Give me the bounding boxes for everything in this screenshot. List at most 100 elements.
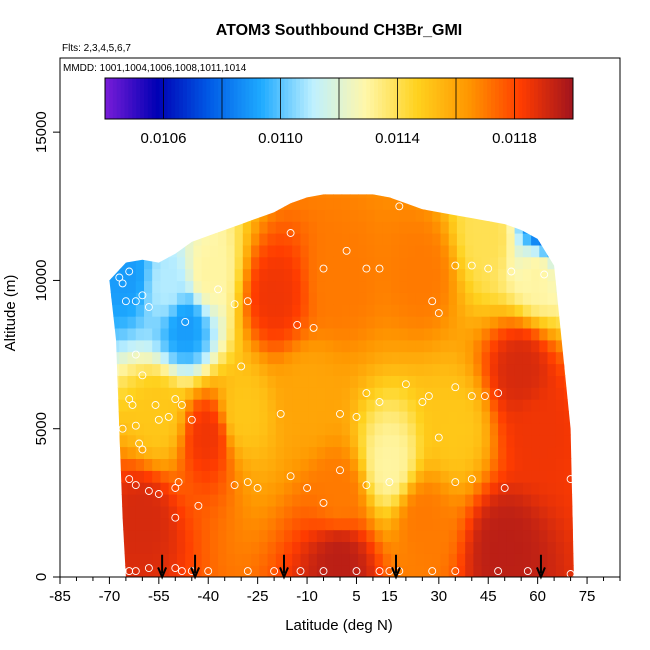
heatmap-cell [152, 422, 161, 436]
observation-point [135, 439, 144, 448]
heatmap-cell [424, 505, 433, 519]
heatmap-cell [300, 434, 310, 448]
heatmap-cell [284, 517, 293, 531]
heatmap-cell [209, 351, 219, 365]
heatmap-cell [489, 292, 499, 305]
heatmap-cell [242, 505, 252, 519]
x-tick-label: -85 [49, 588, 71, 605]
heatmap-cell [481, 256, 491, 270]
heatmap-cell [201, 197, 211, 210]
heatmap-cell [407, 434, 417, 448]
colorbar-swatch [331, 78, 336, 119]
heatmap-cell [481, 387, 491, 400]
heatmap-cell [465, 304, 474, 317]
heatmap-cell [325, 209, 334, 222]
heatmap-cell [539, 209, 549, 222]
heatmap-cell [193, 292, 203, 305]
heatmap-cell [209, 387, 219, 400]
heatmap-cell [292, 194, 301, 198]
heatmap-cell [341, 375, 351, 388]
heatmap-cell [144, 410, 153, 424]
heatmap-cell [489, 256, 499, 270]
heatmap-cell [275, 197, 285, 210]
heatmap-cell [572, 458, 574, 471]
heatmap-cell [341, 410, 351, 424]
observation-point [467, 475, 476, 484]
x-tick-label: 5 [352, 588, 360, 605]
heatmap-cell [135, 197, 145, 210]
heatmap-cell [152, 316, 161, 329]
heatmap-cell [119, 387, 129, 400]
heatmap-cell [432, 565, 441, 577]
heatmap-cell [168, 375, 178, 388]
heatmap-cell [555, 221, 565, 234]
heatmap-cell [440, 446, 450, 459]
heatmap-cell [316, 316, 326, 329]
heatmap-cell [267, 422, 277, 436]
heatmap-cell [127, 434, 137, 448]
heatmap-cell [489, 280, 499, 293]
x-tick-label: 30 [430, 588, 447, 605]
heatmap-cell [555, 327, 565, 341]
colorbar-swatch [105, 78, 110, 119]
heatmap-cell [242, 197, 252, 210]
heatmap-cell [127, 304, 137, 317]
heatmap-cell [226, 505, 236, 519]
heatmap-cell [564, 351, 573, 365]
heatmap-cell [440, 233, 450, 246]
heatmap-cell [160, 482, 170, 495]
heatmap-cell [201, 339, 211, 353]
heatmap-cell [209, 434, 219, 448]
observation-point [467, 261, 476, 270]
heatmap-cell [448, 268, 458, 282]
heatmap-cell [415, 304, 425, 317]
heatmap-cell [522, 446, 532, 459]
heatmap-cell [242, 565, 252, 577]
heatmap-cell [358, 292, 367, 305]
heatmap-cell [226, 327, 236, 341]
heatmap-cell [259, 517, 269, 531]
colorbar-swatch [112, 78, 118, 119]
heatmap-cell [111, 494, 120, 507]
heatmap-cell [218, 292, 227, 305]
heatmap-cell [275, 304, 285, 317]
heatmap-cell [308, 517, 318, 531]
heatmap-cell [185, 565, 194, 577]
heatmap-cell [176, 458, 186, 471]
heatmap-cell [209, 292, 219, 305]
heatmap-cell [119, 422, 129, 436]
heatmap-cell [514, 505, 524, 519]
heatmap-cell [300, 327, 310, 341]
heatmap-cell [456, 304, 466, 317]
heatmap-cell [572, 517, 574, 531]
heatmap-cell [358, 375, 367, 388]
heatmap-cell [109, 410, 112, 424]
heatmap-cell [259, 482, 269, 495]
heatmap-cell [489, 351, 499, 365]
heatmap-cell [399, 517, 409, 531]
colorbar-swatch [518, 78, 523, 119]
heatmap-cell [259, 375, 269, 388]
heatmap-cell [259, 268, 269, 282]
heatmap-cell [349, 209, 359, 222]
heatmap-cell [333, 327, 343, 341]
heatmap-cell [506, 458, 516, 471]
heatmap-cell [242, 351, 252, 365]
heatmap-cell [226, 482, 236, 495]
heatmap-cell [267, 197, 277, 210]
heatmap-cell [547, 410, 557, 424]
heatmap-cell [522, 375, 532, 388]
heatmap-cell [539, 268, 549, 282]
heatmap-cell [572, 505, 574, 519]
heatmap-cell [193, 197, 203, 210]
heatmap-cell [308, 458, 318, 471]
heatmap-cell [251, 529, 260, 542]
observation-point [204, 567, 213, 576]
heatmap-cell [341, 529, 351, 542]
heatmap-cell [168, 339, 178, 353]
colorbar-swatch [510, 78, 515, 119]
observation-point [154, 490, 163, 498]
heatmap-cell [432, 529, 441, 542]
heatmap-cell [358, 517, 367, 531]
heatmap-cell [259, 363, 269, 376]
